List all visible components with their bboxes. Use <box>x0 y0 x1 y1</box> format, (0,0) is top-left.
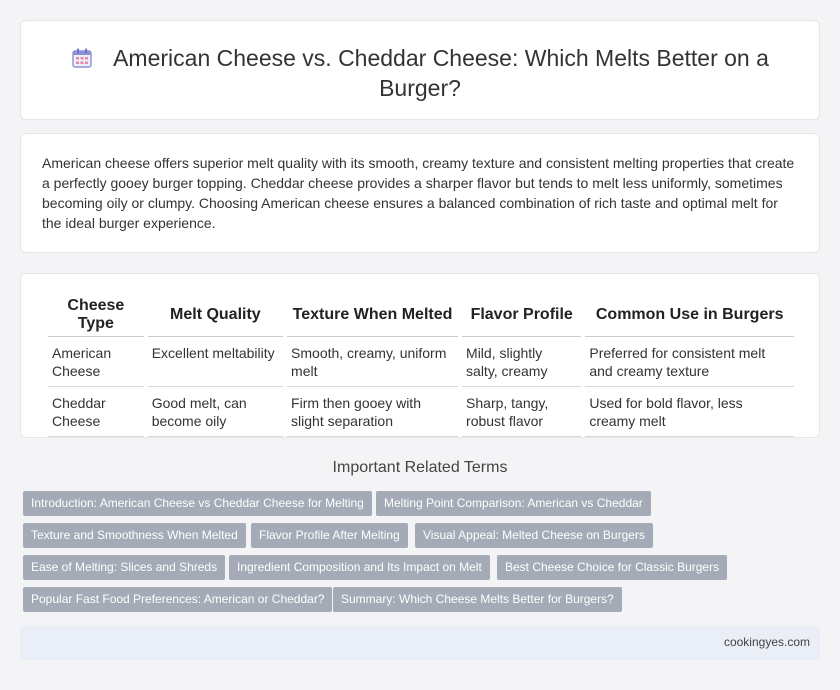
related-terms-heading: Important Related Terms <box>332 459 508 476</box>
table-cell: Sharp, tangy, robust flavor <box>462 387 582 437</box>
related-term-tag[interactable]: Popular Fast Food Preferences: American … <box>23 587 333 612</box>
calendar-icon <box>72 48 92 68</box>
related-term-tag[interactable]: Ease of Melting: Slices and Shreds <box>23 555 226 580</box>
table-cell: Good melt, can become oily <box>147 387 284 437</box>
table-cell: Cheddar Cheese <box>48 387 144 437</box>
site-name[interactable]: cookingyes.com <box>723 635 810 649</box>
related-term-tag[interactable]: Melting Point Comparison: American vs Ch… <box>376 491 651 516</box>
table-cell: American Cheese <box>48 337 144 387</box>
related-term-tag[interactable]: Best Cheese Choice for Classic Burgers <box>497 555 728 580</box>
related-term-tag[interactable]: Visual Appeal: Melted Cheese on Burgers <box>415 523 653 548</box>
related-term-tag[interactable]: Ingredient Composition and Its Impact on… <box>229 555 490 580</box>
table-row: American Cheese Excellent meltability Sm… <box>48 337 794 387</box>
table-row: Cheddar Cheese Good melt, can become oil… <box>48 387 794 437</box>
intro-card: American cheese offers superior melt qua… <box>20 133 820 253</box>
column-header: Common Use in Burgers <box>585 294 794 337</box>
page-title-wrap: American Cheese vs. Cheddar Cheese: Whic… <box>61 43 779 103</box>
title-card: American Cheese vs. Cheddar Cheese: Whic… <box>20 20 820 120</box>
table-cell: Preferred for consistent melt and creamy… <box>585 337 794 387</box>
related-term-tag[interactable]: Texture and Smoothness When Melted <box>23 523 246 548</box>
comparison-table: Cheese Type Melt Quality Texture When Me… <box>44 294 798 437</box>
related-term-tag[interactable]: Summary: Which Cheese Melts Better for B… <box>333 587 622 612</box>
page-title: American Cheese vs. Cheddar Cheese: Whic… <box>113 45 769 101</box>
table-cell: Mild, slightly salty, creamy <box>462 337 582 387</box>
intro-paragraph: American cheese offers superior melt qua… <box>42 155 795 231</box>
table-header-row: Cheese Type Melt Quality Texture When Me… <box>48 294 794 337</box>
column-header: Flavor Profile <box>462 294 582 337</box>
table-cell: Excellent meltability <box>147 337 284 387</box>
comparison-table-card: Cheese Type Melt Quality Texture When Me… <box>20 273 820 438</box>
column-header: Melt Quality <box>147 294 284 337</box>
table-cell: Used for bold flavor, less creamy melt <box>585 387 794 437</box>
column-header: Cheese Type <box>48 294 144 337</box>
column-header: Texture When Melted <box>287 294 459 337</box>
footer: cookingyes.com <box>20 626 820 660</box>
related-term-tag[interactable]: Introduction: American Cheese vs Cheddar… <box>23 491 372 516</box>
related-term-tag[interactable]: Flavor Profile After Melting <box>251 523 408 548</box>
table-cell: Firm then gooey with slight separation <box>287 387 459 437</box>
table-cell: Smooth, creamy, uniform melt <box>287 337 459 387</box>
